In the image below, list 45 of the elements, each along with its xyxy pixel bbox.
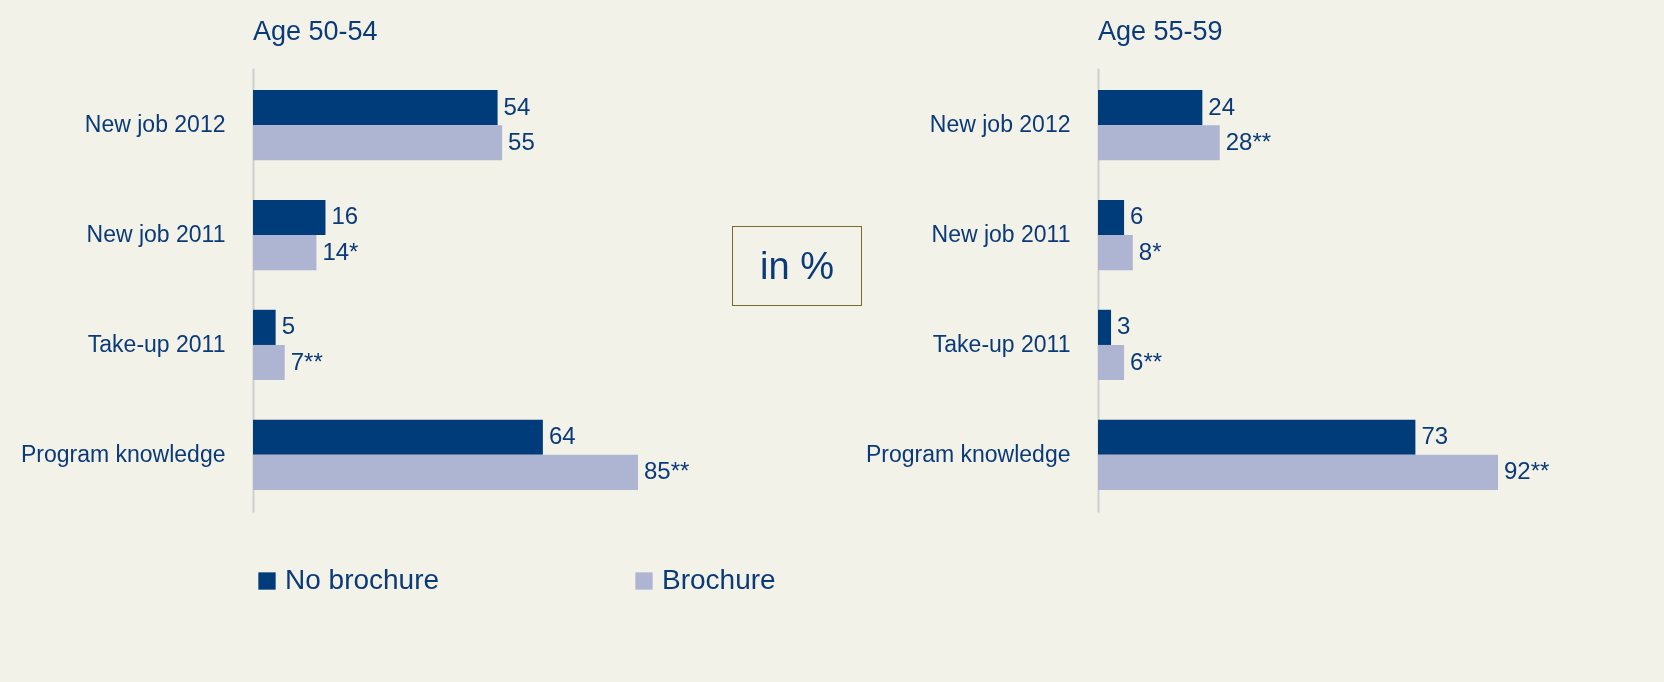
data-label: 6 <box>1130 202 1144 230</box>
bar <box>253 344 285 381</box>
bar <box>1098 419 1416 455</box>
data-label: 28** <box>1225 127 1272 155</box>
data-label: 55 <box>508 127 535 155</box>
bar <box>1098 235 1133 271</box>
bar <box>1098 89 1203 126</box>
data-label: 73 <box>1421 422 1449 450</box>
y-tick-label: Take-up 2011 <box>932 330 1071 357</box>
data-label: 16 <box>331 202 359 230</box>
y-tick-label: New job 2011 <box>86 221 226 248</box>
bar <box>1098 454 1498 491</box>
y-tick-label: New job 2012 <box>929 111 1071 138</box>
data-label: 24 <box>1208 92 1236 120</box>
text: in % <box>732 226 862 306</box>
data-label: 85** <box>644 457 690 485</box>
legend-label: No brochure <box>285 564 440 595</box>
y-tick-label: New job 2012 <box>84 111 226 138</box>
legend-label: Brochure <box>662 564 776 595</box>
bar <box>1098 199 1125 236</box>
bar <box>253 309 276 345</box>
bar <box>253 89 498 126</box>
data-label: 14* <box>322 237 359 265</box>
bar <box>253 419 543 455</box>
data-label: 54 <box>503 92 531 120</box>
bar <box>1098 125 1220 161</box>
y-tick-label: Program knowledge <box>20 440 226 467</box>
bar <box>253 199 326 236</box>
bar <box>253 235 317 271</box>
bar <box>1098 344 1125 381</box>
bar <box>1098 309 1112 345</box>
data-label: 8* <box>1138 237 1162 265</box>
y-tick-label: Take-up 2011 <box>87 330 226 357</box>
bar <box>253 454 638 491</box>
y-tick-label: New job 2011 <box>931 221 1071 248</box>
data-label: 5 <box>281 312 296 340</box>
data-label: 92** <box>1504 457 1550 485</box>
chart-title: Age 55-59 <box>1098 16 1223 46</box>
data-label: 3 <box>1117 312 1131 340</box>
chart-title: Age 50-54 <box>253 16 378 46</box>
y-tick-label: Program knowledge <box>865 440 1071 467</box>
data-label: 6** <box>1130 347 1163 375</box>
bar <box>253 125 503 161</box>
data-label: 64 <box>548 422 576 450</box>
data-label: 7** <box>290 347 323 375</box>
